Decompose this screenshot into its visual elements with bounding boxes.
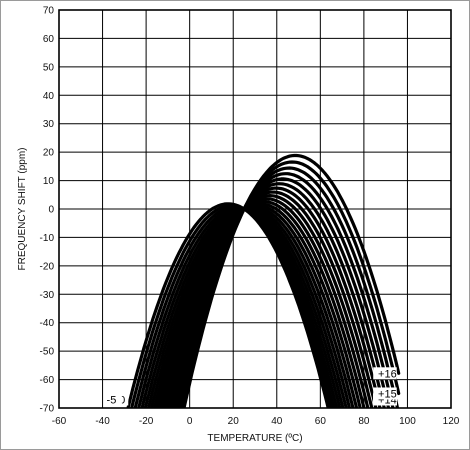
x-tick-label: -40 <box>95 416 110 427</box>
y-tick-label: 70 <box>43 6 55 17</box>
x-tick-label: -20 <box>139 416 154 427</box>
y-tick-label: -30 <box>40 290 55 301</box>
y-tick-label: -40 <box>40 318 55 329</box>
curve-label-bg <box>104 393 122 406</box>
y-tick-label: 40 <box>43 91 55 102</box>
x-tick-label: 80 <box>358 416 370 427</box>
x-tick-label: 100 <box>399 416 416 427</box>
plot-border <box>58 9 452 409</box>
y-tick-label: -60 <box>40 375 55 386</box>
y-tick-label: -50 <box>40 347 55 358</box>
x-tick-label: 40 <box>271 416 283 427</box>
x-tick-label: 20 <box>228 416 240 427</box>
y-tick-label: 0 <box>48 205 54 216</box>
y-tick-label: 50 <box>43 62 55 73</box>
tick-labels: -60 -40 -20 0 20 40 60 80 100 120706050403020100-… <box>40 6 460 428</box>
y-tick-label: -70 <box>40 404 55 415</box>
x-axis-title: TEMPERATURE (ºC) <box>207 433 302 444</box>
curve-label-left: -5 <box>107 394 117 406</box>
curve-label-bg <box>373 367 397 380</box>
x-tick-label: 0 <box>187 416 193 427</box>
curve-series <box>126 202 330 408</box>
x-tick-label: 120 <box>443 416 460 427</box>
curve-label-right: +16 <box>378 368 397 380</box>
curves <box>126 153 401 408</box>
x-tick-label: -60 <box>52 416 67 427</box>
curve-labels: +16+15+14+13+12+11+10+9+8+7+6+5+4+3+2+10… <box>104 367 397 406</box>
y-tick-label: 30 <box>43 119 55 130</box>
y-tick-label: -20 <box>40 261 55 272</box>
y-tick-label: 10 <box>43 176 55 187</box>
y-tick-label: -10 <box>40 233 55 244</box>
curve-label-right: +15 <box>378 388 397 400</box>
y-axis-title: FREQUENCY SHIFT (ppm) <box>17 148 28 271</box>
y-tick-label: 20 <box>43 148 55 159</box>
x-tick-label: 60 <box>315 416 327 427</box>
y-tick-label: 60 <box>43 34 55 45</box>
curve-label-bg <box>373 387 397 400</box>
